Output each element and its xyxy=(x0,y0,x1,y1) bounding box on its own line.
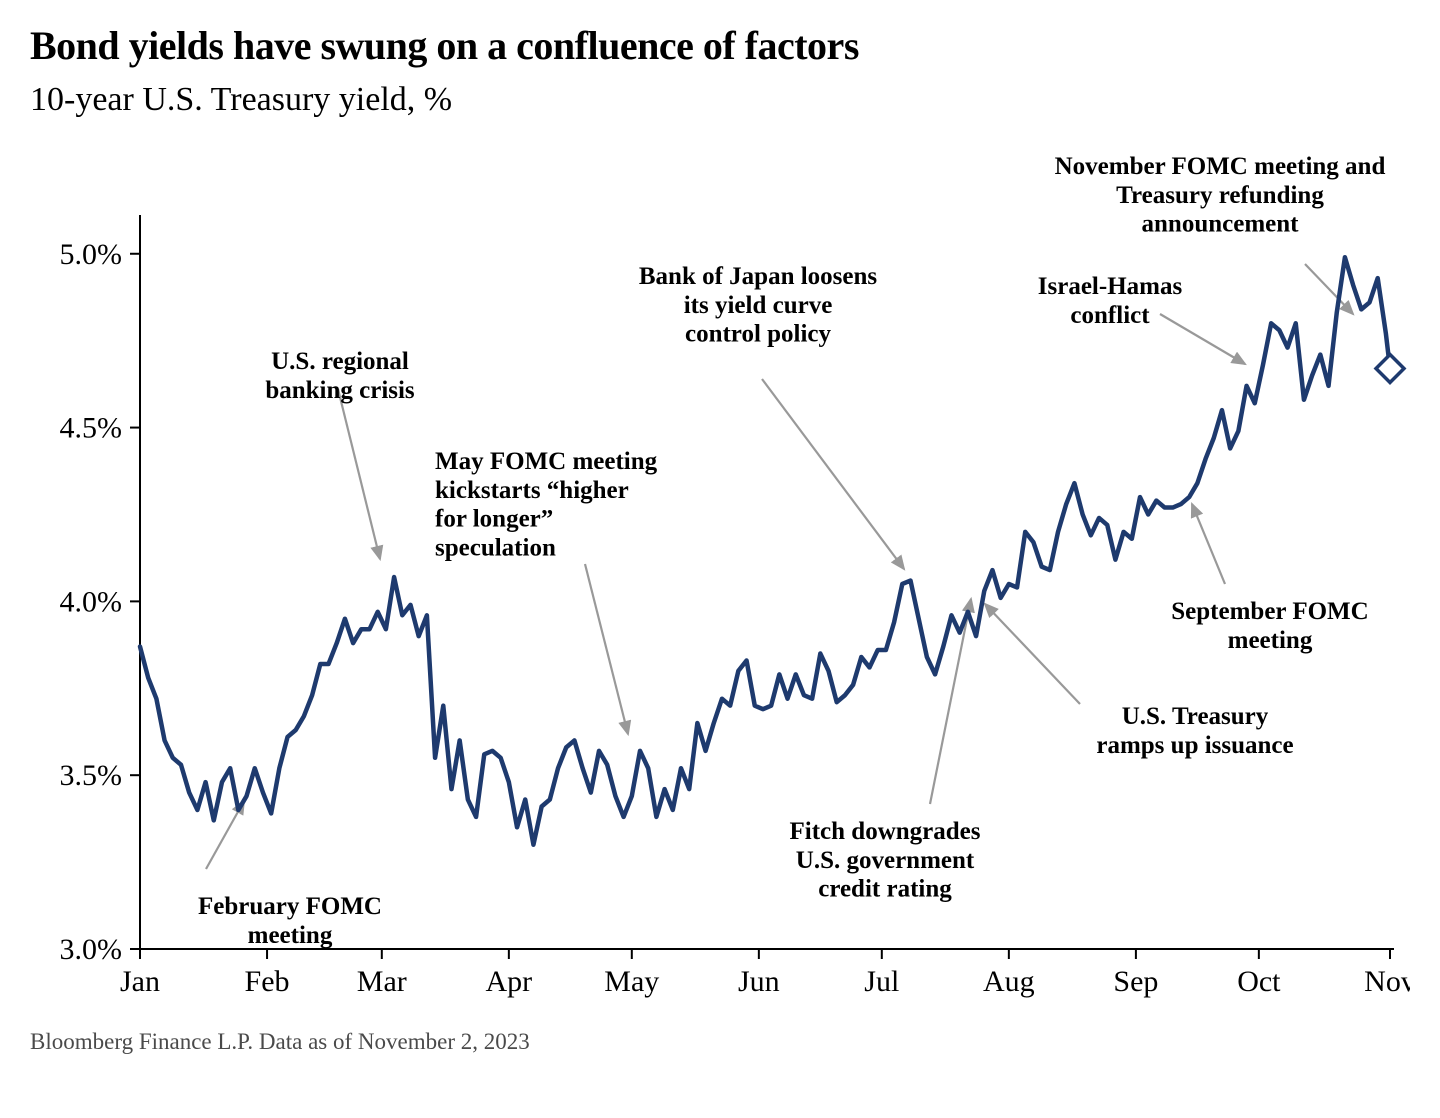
annotation-arrow xyxy=(1160,314,1245,364)
annotation-boj: Bank of Japan loosensits yield curvecont… xyxy=(639,263,878,348)
annotation-arrow xyxy=(930,599,971,804)
x-tick-label: Sep xyxy=(1113,965,1158,998)
annotation-israel-hamas: Israel-Hamasconflict xyxy=(1038,273,1183,329)
y-tick-label: 3.5% xyxy=(60,759,123,792)
annotation-treasury-issuance: U.S. Treasuryramps up issuance xyxy=(1096,703,1293,759)
x-tick-label: Aug xyxy=(983,965,1035,998)
annotation-arrow xyxy=(762,379,904,569)
end-marker-diamond xyxy=(1376,354,1404,382)
x-tick-label: Jul xyxy=(864,965,899,998)
annotation-nov-fomc: November FOMC meeting andTreasury refund… xyxy=(1055,153,1386,238)
x-tick-label: Mar xyxy=(357,965,407,998)
x-tick-label: Jan xyxy=(120,965,160,998)
y-tick-label: 4.5% xyxy=(60,412,123,445)
annotation-may-fomc: May FOMC meetingkickstarts “higherfor lo… xyxy=(435,448,658,561)
x-tick-label: Oct xyxy=(1237,965,1281,998)
x-tick-label: Apr xyxy=(486,965,533,998)
x-tick-label: Nov xyxy=(1364,965,1410,998)
annotation-arrow xyxy=(1305,264,1353,314)
x-tick-label: Feb xyxy=(245,965,290,998)
y-tick-label: 3.0% xyxy=(60,933,123,966)
annotation-arrow xyxy=(985,604,1080,704)
annotation-sept-fomc: September FOMCmeeting xyxy=(1171,598,1368,654)
chart-source: Bloomberg Finance L.P. Data as of Novemb… xyxy=(30,1029,1410,1055)
annotation-fitch: Fitch downgradesU.S. governmentcredit ra… xyxy=(790,818,981,903)
x-tick-label: Jun xyxy=(738,965,780,998)
annotation-feb-fomc: February FOMCmeeting xyxy=(198,893,382,949)
x-tick-label: May xyxy=(604,965,659,998)
annotation-banking-crisis: U.S. regionalbanking crisis xyxy=(265,348,415,404)
y-tick-label: 5.0% xyxy=(60,238,123,271)
chart-title: Bond yields have swung on a confluence o… xyxy=(30,22,1410,69)
treasury-yield-chart: 3.0% 3.5% 4.0% 4.5% 5.0% Jan Feb Mar Apr May Jun Ju… xyxy=(30,89,1410,1049)
annotation-arrow xyxy=(338,389,380,559)
annotation-arrow xyxy=(1192,504,1225,584)
annotation-arrow xyxy=(585,564,628,734)
y-tick-label: 4.0% xyxy=(60,585,123,618)
